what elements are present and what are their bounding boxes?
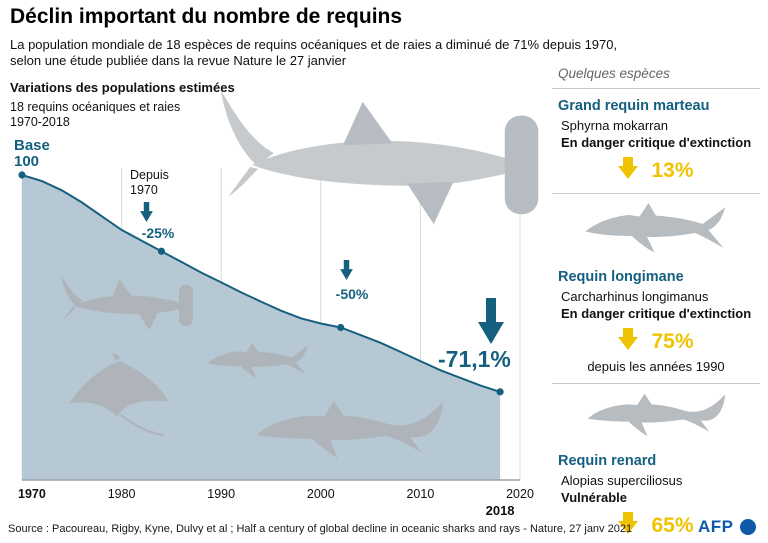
svg-text:2018: 2018 (486, 503, 515, 518)
species-decline-row: 65% (552, 512, 760, 539)
species-latin-name: Carcharhinus longimanus (561, 289, 709, 304)
population-decline-chart: 1970 1980 1990 2000 2010 2020 2018 (10, 138, 540, 522)
afp-logo: AFP (698, 517, 756, 537)
small-shark-silhouette (204, 340, 312, 389)
yellow-down-arrow-icon (618, 157, 639, 184)
base-label-line-2: 100 (14, 153, 40, 170)
species-card: Requin longimane Carcharhinus longimanus… (552, 200, 760, 374)
species-name: Requin renard (558, 453, 657, 469)
svg-text:2020: 2020 (506, 487, 534, 501)
chart-subheading: 18 requins océaniques et raies 1970-2018 (10, 100, 180, 130)
decline-final-label: -71,1% (438, 346, 511, 372)
svg-text:1980: 1980 (108, 487, 136, 501)
afp-logo-text: AFP (698, 517, 734, 536)
afp-logo-globe-icon (739, 519, 756, 535)
svg-text:1970: 1970 (18, 487, 46, 501)
decline-50-label: -50% (335, 286, 369, 302)
depuis-1970-label: Depuis 1970 (130, 168, 169, 198)
species-decline-pct: 75% (651, 329, 694, 353)
svg-text:2010: 2010 (406, 487, 434, 501)
species-decline-pct: 65% (651, 513, 694, 537)
species-decline-note: depuis les années 1990 (587, 359, 725, 374)
species-panel-heading: Quelques espèces (552, 64, 760, 89)
thresher-shark-silhouette (587, 393, 726, 437)
subtitle-line-2: selon une étude publiée dans la revue Na… (10, 53, 347, 68)
big-down-arrow-icon (478, 298, 504, 349)
species-card: Requin renard Alopias superciliosus Vuln… (552, 390, 760, 539)
source-credit: Source : Pacoureau, Rigby, Kyne, Dulvy e… (8, 523, 633, 535)
species-card: Grand requin marteau Sphyrna mokarran En… (552, 98, 760, 184)
hammerhead-shark-silhouette (50, 270, 202, 341)
manta-ray-silhouette (62, 350, 180, 443)
oceanic-whitetip-shark-silhouette (585, 203, 725, 253)
species-status: En danger critique d'extinction (561, 306, 752, 321)
chart-subheading-line-1: 18 requins océaniques et raies (10, 100, 181, 114)
species-name: Grand requin marteau (558, 98, 710, 114)
species-status: Vulnérable (561, 490, 627, 505)
thresher-shark-silhouette (252, 395, 447, 475)
divider (552, 383, 760, 384)
chart-subheading-line-2: 1970-2018 (10, 115, 70, 129)
down-arrow-icon (140, 202, 153, 227)
decline-25-label: -25% (141, 225, 175, 241)
species-latin-name: Alopias superciliosus (561, 473, 683, 488)
area-chart-canvas: 1970 1980 1990 2000 2010 2020 2018 (18, 168, 534, 518)
yellow-down-arrow-icon (618, 512, 639, 539)
svg-text:2000: 2000 (307, 487, 335, 501)
yellow-down-arrow-icon (618, 328, 639, 355)
page-title: Déclin important du nombre de requins (10, 5, 403, 28)
down-arrow-icon (340, 260, 353, 285)
subtitle-line-1: La population mondiale de 18 espèces de … (10, 37, 618, 52)
svg-text:1990: 1990 (207, 487, 235, 501)
depuis-line-2: 1970 (130, 183, 158, 197)
divider (552, 193, 760, 194)
depuis-line-1: Depuis (130, 168, 169, 182)
species-name: Requin longimane (558, 269, 684, 285)
species-decline-row: 75% (552, 328, 760, 355)
base-label-line-1: Base (14, 137, 50, 154)
base-100-label: Base 100 (14, 138, 50, 170)
species-status: En danger critique d'extinction (561, 135, 752, 150)
page-subtitle: La population mondiale de 18 espèces de … (10, 37, 617, 69)
species-decline-pct: 13% (651, 158, 694, 182)
species-latin-name: Sphyrna mokarran (561, 118, 668, 133)
chart-heading: Variations des populations estimées (10, 80, 235, 95)
great-hammerhead-illustration (195, 80, 560, 243)
species-decline-row: 13% (552, 157, 760, 184)
species-panel: Quelques espèces Grand requin marteau Sp… (552, 64, 760, 539)
